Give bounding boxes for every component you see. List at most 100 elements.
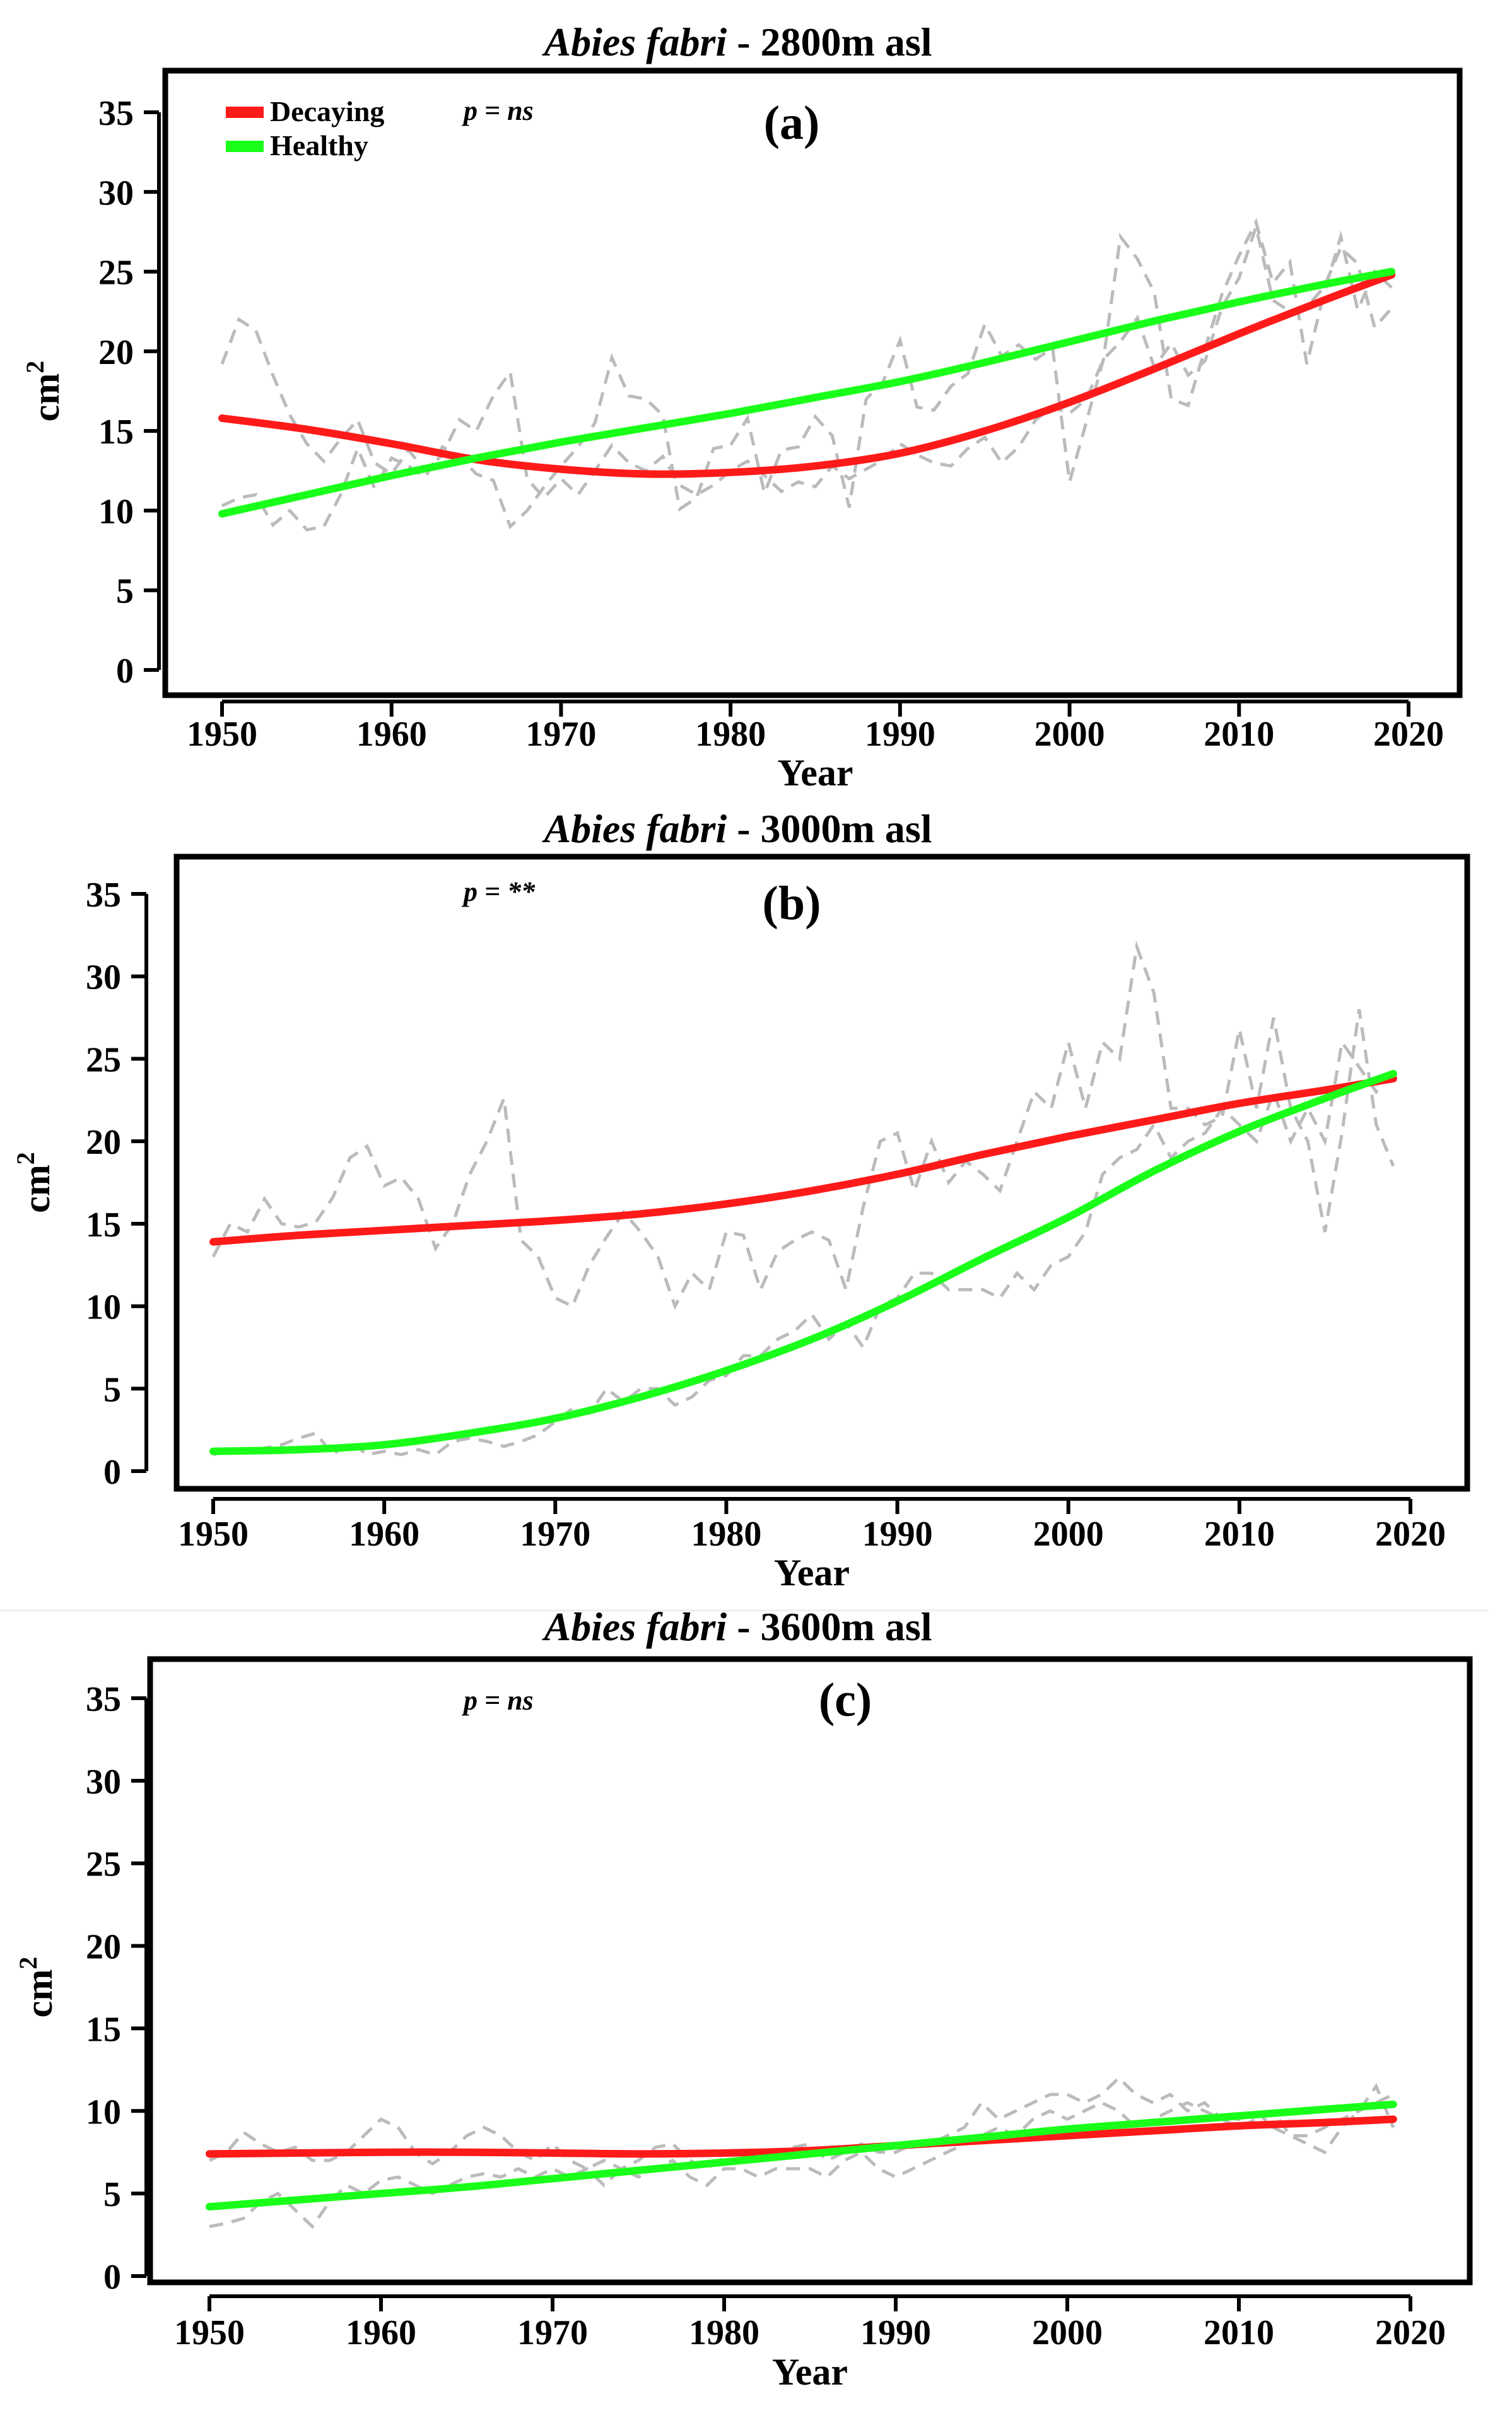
y-tick-label: 20 <box>86 1123 121 1162</box>
x-tick-label: 2020 <box>1373 715 1444 754</box>
series-line-decaying <box>218 271 1396 478</box>
y-tick-label: 30 <box>86 958 121 997</box>
y-axis-label: cm2 <box>14 1957 60 2018</box>
x-tick-label: 2010 <box>1204 2313 1274 2352</box>
y-tick-label: 30 <box>86 1763 121 1802</box>
x-axis-label: Year <box>774 1552 850 1593</box>
y-tick-label: 15 <box>98 413 134 452</box>
y-tick-label: 15 <box>86 1206 121 1245</box>
p-value-annotation: p = ns <box>461 1685 534 1716</box>
x-axis-label: Year <box>778 752 853 794</box>
x-tick-label: 1970 <box>520 1515 590 1554</box>
y-tick-label: 10 <box>86 2092 121 2132</box>
chart-panel-a: Abies fabri - 2800m asl 1950 1960 1970 1980 1… <box>21 20 1463 794</box>
y-tick-label: 25 <box>86 1040 121 1079</box>
y-tick-label: 0 <box>103 2258 121 2297</box>
y-axis-label: cm2 <box>11 1152 57 1213</box>
p-value-label: p = <box>461 95 507 126</box>
x-tick-label: 1960 <box>349 1515 419 1554</box>
y-tick-label: 35 <box>98 94 134 133</box>
y-tick-label: 35 <box>86 1680 121 1719</box>
x-tick-label: 1960 <box>356 715 427 754</box>
x-tick-label: 1950 <box>187 715 257 754</box>
y-axis-label-unit: cm <box>18 1969 60 2018</box>
x-axis-label: Year <box>772 2351 848 2393</box>
p-value-annotation: p = ns <box>461 95 534 126</box>
chart-title-species: Abies fabri <box>541 1604 727 1649</box>
chart-title-elevation: - 2800m asl <box>727 20 932 64</box>
chart-title-species: Abies fabri <box>541 20 727 64</box>
p-value: ** <box>507 876 536 907</box>
x-tick-label: 1990 <box>860 2313 931 2352</box>
x-tick-label: 2020 <box>1375 1515 1446 1554</box>
y-tick-label: 20 <box>98 333 134 372</box>
y-tick-label: 5 <box>116 572 134 611</box>
x-tick-label: 1950 <box>174 2313 245 2352</box>
legend-label-healthy: Healthy <box>270 129 368 161</box>
plot-frame <box>162 67 1463 698</box>
panel-tag: (b) <box>763 877 821 930</box>
x-tick-label: 1980 <box>691 1515 761 1554</box>
plot-frame <box>173 854 1470 1492</box>
y-axis-label: cm2 <box>21 361 67 422</box>
x-tick-label: 1980 <box>689 2313 759 2352</box>
y-tick-label: 10 <box>98 492 134 531</box>
y-axis-label-exponent: 2 <box>11 1152 40 1165</box>
y-axis-label-unit: cm <box>16 1165 57 1213</box>
x-tick-label: 2010 <box>1204 715 1274 754</box>
series-line-healthy <box>209 1069 1397 1455</box>
series-line-healthy-raw <box>221 218 1393 532</box>
chart-panel-b: Abies fabri - 3000m asl 1950 1960 1970 1980 1… <box>11 806 1470 1593</box>
x-tick-label: 2020 <box>1375 2313 1446 2352</box>
legend-label-decaying: Decaying <box>270 95 384 127</box>
series-line-decaying <box>206 2115 1397 2158</box>
y-axis-label-exponent: 2 <box>21 361 49 373</box>
y-tick-label: 20 <box>86 1928 121 1967</box>
y-axis-label-exponent: 2 <box>14 1957 42 1969</box>
chart-title: Abies fabri - 3600m asl <box>541 1604 932 1649</box>
p-value: ns <box>507 1685 534 1716</box>
y-tick-label: 30 <box>98 173 134 213</box>
series-line-healthy-raw <box>213 1038 1395 1457</box>
y-tick-label: 15 <box>86 2010 121 2049</box>
series-line-decaying-raw <box>220 221 1393 500</box>
x-tick-label: 1970 <box>517 2313 588 2352</box>
p-value-label: p = <box>461 1685 507 1716</box>
x-tick-label: 2010 <box>1204 1515 1275 1554</box>
series-line-decaying-raw <box>208 2075 1395 2171</box>
x-tick-label: 1990 <box>865 715 935 754</box>
panel-tag: (a) <box>764 97 820 150</box>
series-line-decaying <box>209 1074 1397 1246</box>
panel-tag: (c) <box>819 1674 872 1727</box>
plot-frame <box>147 1656 1473 2286</box>
y-tick-label: 5 <box>103 2175 121 2214</box>
y-tick-label: 25 <box>98 254 134 293</box>
x-tick-label: 1990 <box>862 1515 933 1554</box>
x-tick-label: 2000 <box>1034 715 1105 754</box>
x-tick-label: 1970 <box>525 715 596 754</box>
y-tick-label: 10 <box>86 1288 121 1327</box>
y-axis-label-unit: cm <box>25 373 67 422</box>
x-tick-label: 2000 <box>1033 1515 1104 1554</box>
chart-title: Abies fabri - 3000m asl <box>541 806 932 851</box>
x-tick-label: 1980 <box>695 715 766 754</box>
p-value-label: p = <box>461 876 507 907</box>
p-value-annotation: p = ** <box>461 876 536 907</box>
y-tick-label: 5 <box>103 1370 121 1409</box>
y-tick-label: 0 <box>116 652 134 691</box>
chart-title: Abies fabri - 2800m asl <box>541 20 932 64</box>
p-value: ns <box>507 95 534 126</box>
chart-title-elevation: - 3000m asl <box>727 806 932 851</box>
y-tick-label: 25 <box>86 1845 121 1884</box>
chart-title-species: Abies fabri <box>541 806 727 851</box>
y-tick-label: 35 <box>86 876 121 915</box>
series-line-healthy <box>218 267 1396 518</box>
x-tick-label: 2000 <box>1032 2313 1103 2352</box>
series-line-decaying-raw <box>211 940 1395 1310</box>
x-tick-label: 1950 <box>178 1515 249 1554</box>
series-line-healthy <box>206 2100 1397 2211</box>
x-tick-label: 1960 <box>346 2313 416 2352</box>
chart-panel-c: Abies fabri - 3600m asl 1950 1960 1970 1980 1… <box>14 1604 1473 2393</box>
